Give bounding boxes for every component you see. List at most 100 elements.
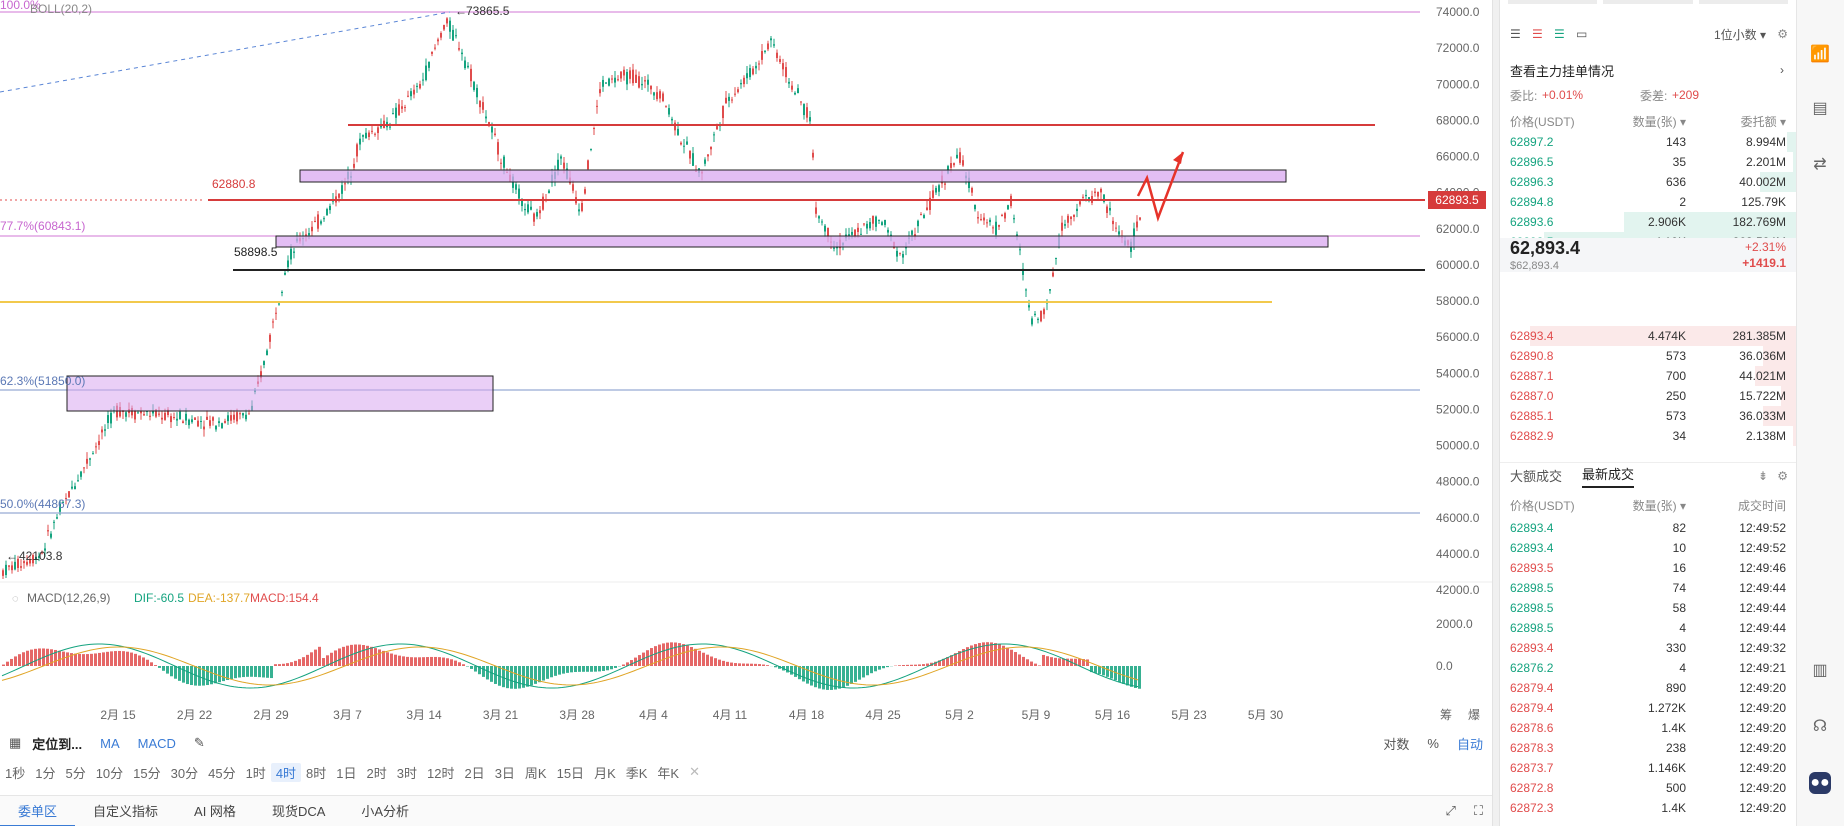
ask-row[interactable]: 62896.3 636 40.002M bbox=[1500, 172, 1796, 192]
support-icon[interactable]: ☊ bbox=[1812, 718, 1828, 735]
expand-icon[interactable]: ⤢ bbox=[1445, 803, 1456, 818]
bid-price: 62885.1 bbox=[1510, 409, 1554, 423]
x-tick-label: 3月 14 bbox=[406, 708, 442, 722]
timeframe-11[interactable]: 2时 bbox=[366, 765, 387, 781]
timeframe-14[interactable]: 2日 bbox=[464, 765, 485, 781]
tab-orders[interactable]: 委单区 bbox=[0, 796, 76, 826]
edit-icon[interactable]: ✎ bbox=[193, 735, 205, 750]
timeframe-12[interactable]: 3时 bbox=[396, 765, 417, 781]
macd-bar bbox=[698, 650, 701, 666]
bid-row[interactable]: 62890.8 573 36.036M bbox=[1500, 346, 1796, 366]
bid-row[interactable]: 62893.4 4.474K 281.385M bbox=[1500, 326, 1796, 346]
macd-bar bbox=[398, 655, 401, 666]
purple-zone-upper[interactable] bbox=[299, 169, 1287, 183]
tab-xiaoa-analysis[interactable]: 小A分析 bbox=[361, 803, 410, 819]
view-asks-icon[interactable]: ☰ bbox=[1532, 27, 1543, 41]
timeframe-16[interactable]: 周K bbox=[524, 765, 547, 781]
trade-qty: 890 bbox=[1665, 681, 1686, 695]
view-bids-icon[interactable]: ☰ bbox=[1554, 27, 1565, 41]
filter-icon[interactable]: ⇟ bbox=[1757, 468, 1768, 483]
locate-button[interactable]: 定位到... bbox=[32, 736, 83, 752]
timeframe-5[interactable]: 30分 bbox=[170, 765, 199, 781]
bid-row[interactable]: 62887.1 700 44.021M bbox=[1500, 366, 1796, 386]
macd-bar bbox=[654, 646, 657, 666]
chart-type-icon[interactable]: 📶 bbox=[1810, 46, 1830, 63]
macd-indicator-button[interactable]: MACD bbox=[137, 735, 176, 751]
ask-row[interactable]: 62897.2 143 8.994M bbox=[1500, 132, 1796, 152]
timeframe-17[interactable]: 15日 bbox=[556, 765, 585, 781]
timeframe-4[interactable]: 15分 bbox=[133, 765, 161, 781]
bid-row[interactable]: 62887.0 250 15.722M bbox=[1500, 386, 1796, 406]
view-mode-icon[interactable]: ▭ bbox=[1576, 27, 1588, 41]
timeframe-20[interactable]: 年K bbox=[657, 765, 680, 781]
timeframe-7[interactable]: 1时 bbox=[245, 765, 266, 781]
depth-chart-icon[interactable]: ▤ bbox=[1812, 100, 1828, 117]
view-both-icon[interactable]: ☰ bbox=[1510, 27, 1521, 41]
candle-body bbox=[869, 222, 871, 229]
price-chart[interactable]: 100.0% BOLL(20,2) 73865.5 ← 62880.8 77.7… bbox=[0, 0, 1492, 728]
auto-scale-toggle[interactable]: 自动 bbox=[1456, 736, 1483, 752]
macd-bar bbox=[414, 657, 417, 666]
candle-body bbox=[53, 521, 55, 523]
candle-body bbox=[197, 420, 199, 427]
tab-ai-grid[interactable]: AI 网格 bbox=[194, 803, 236, 819]
timeframe-10[interactable]: 1日 bbox=[336, 765, 357, 781]
timeframe-0[interactable]: 1秒 bbox=[5, 765, 26, 781]
timeframe-9[interactable]: 8时 bbox=[306, 765, 327, 781]
boll-indicator-label[interactable]: BOLL(20,2) bbox=[30, 2, 92, 16]
tab-latest-trades[interactable]: 最新成交 bbox=[1582, 464, 1635, 488]
candle-body bbox=[452, 29, 454, 41]
candle-body bbox=[902, 253, 904, 258]
candle-body bbox=[653, 92, 655, 96]
fullscreen-icon[interactable]: ⛶ bbox=[1473, 803, 1483, 818]
ask-row[interactable]: 62896.5 35 2.201M bbox=[1500, 152, 1796, 172]
timeframe-18[interactable]: 月K bbox=[594, 765, 616, 781]
percent-scale-toggle[interactable]: % bbox=[1427, 735, 1439, 751]
timeframe-2[interactable]: 5分 bbox=[65, 765, 86, 781]
ma-indicator-button[interactable]: MA bbox=[100, 735, 120, 751]
main-orders-link[interactable]: 查看主力挂单情况 › bbox=[1510, 63, 1784, 79]
tab-large-trades[interactable]: 大额成交 bbox=[1510, 469, 1563, 484]
amount-column-select[interactable]: 委托额 ▾ bbox=[1740, 114, 1786, 129]
macd-bar bbox=[442, 657, 445, 666]
candle-body bbox=[1016, 234, 1018, 237]
assistant-icon[interactable]: ●● bbox=[1809, 772, 1831, 794]
corner-burst-icon[interactable]: 爆 bbox=[1468, 708, 1480, 722]
close-timeframe-icon[interactable]: ✕ bbox=[689, 764, 700, 779]
macd-eye-icon[interactable]: ◌ bbox=[12, 593, 19, 605]
trades-settings-icon[interactable]: ⚙ bbox=[1777, 468, 1788, 483]
timeframe-1[interactable]: 1分 bbox=[35, 765, 56, 781]
layout-icon[interactable]: ▥ bbox=[1812, 662, 1828, 679]
compare-icon[interactable]: ⇄ bbox=[1813, 156, 1827, 173]
candle-body bbox=[692, 153, 694, 166]
candle-body bbox=[956, 154, 958, 158]
macd-dif-line bbox=[1, 643, 1139, 689]
calendar-icon[interactable]: ▦ bbox=[9, 735, 22, 750]
precision-select[interactable]: 1位小数 ▾ bbox=[1713, 27, 1766, 42]
bid-row[interactable]: 62882.9 34 2.138M bbox=[1500, 426, 1796, 446]
ask-row[interactable]: 62894.8 2 125.79K bbox=[1500, 192, 1796, 212]
panel-splitter[interactable] bbox=[1492, 0, 1500, 826]
x-tick-label: 4月 18 bbox=[789, 708, 825, 722]
log-scale-toggle[interactable]: 对数 bbox=[1383, 736, 1410, 752]
tab-spot-dca[interactable]: 现货DCA bbox=[271, 803, 326, 819]
bid-row[interactable]: 62885.1 573 36.033M bbox=[1500, 406, 1796, 426]
settings-icon[interactable]: ⚙ bbox=[1777, 27, 1788, 41]
timeframe-8[interactable]: 4时 bbox=[270, 762, 302, 782]
candle-body bbox=[239, 413, 241, 415]
timeframe-19[interactable]: 季K bbox=[625, 765, 648, 781]
qty-column-select[interactable]: 数量(张) ▾ bbox=[1632, 114, 1686, 129]
purple-zone-middle[interactable] bbox=[275, 235, 1329, 248]
corner-chips-icon[interactable]: 筹 bbox=[1440, 708, 1452, 722]
timeframe-3[interactable]: 10分 bbox=[95, 765, 124, 781]
macd-bar bbox=[954, 653, 957, 666]
chart-area[interactable]: 100.0% BOLL(20,2) 73865.5 ← 62880.8 77.7… bbox=[0, 0, 1492, 728]
timeframe-15[interactable]: 3日 bbox=[494, 765, 515, 781]
macd-indicator-label[interactable]: MACD(12,26,9) bbox=[27, 591, 110, 605]
purple-zone-lower[interactable] bbox=[66, 375, 494, 412]
timeframe-13[interactable]: 12时 bbox=[426, 765, 455, 781]
ask-row[interactable]: 62893.6 2.906K 182.769M bbox=[1500, 212, 1796, 232]
timeframe-6[interactable]: 45分 bbox=[208, 765, 236, 781]
tab-custom-indicator[interactable]: 自定义指标 bbox=[93, 803, 159, 819]
y-tick-label: 48000.0 bbox=[1436, 475, 1480, 489]
